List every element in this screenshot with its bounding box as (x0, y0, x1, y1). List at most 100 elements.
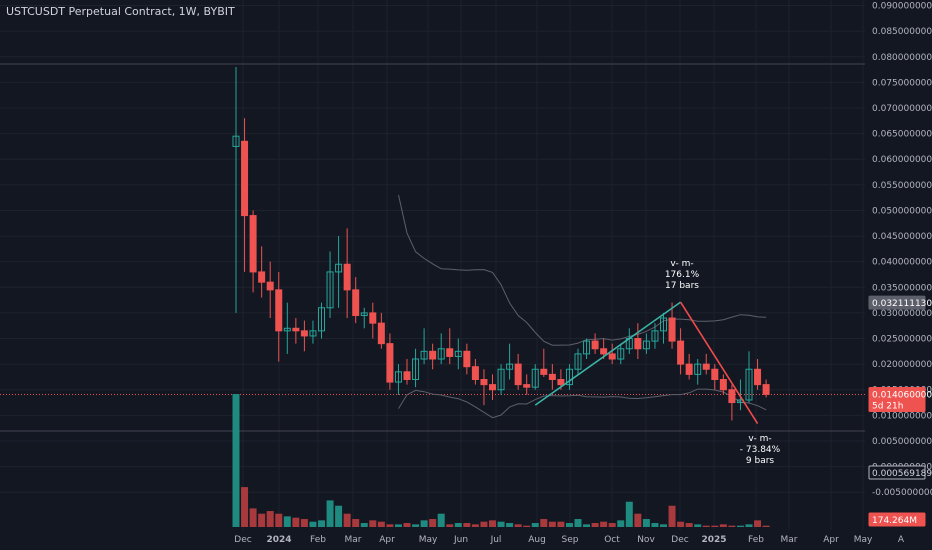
candle-body (745, 368, 753, 401)
x-tick-label: May (854, 535, 873, 545)
volume-bar (249, 508, 257, 527)
volume-indicator-tag-box (868, 465, 926, 480)
candle-body (266, 281, 274, 291)
bollinger-bands (398, 194, 767, 419)
volume-bar (685, 523, 693, 527)
volume-bar (454, 523, 462, 527)
candle-body (583, 340, 591, 355)
volume-bar (548, 521, 556, 527)
x-tick-label: Oct (604, 535, 620, 545)
annotation-line: 176.1% (665, 270, 700, 280)
volume-bar (745, 524, 753, 527)
candle-body (300, 330, 308, 337)
candle-body (480, 379, 488, 386)
volume-bar (625, 501, 633, 527)
candle-body (754, 368, 762, 386)
x-tick-label: Apr (379, 535, 395, 545)
volume-bar (377, 521, 385, 527)
x-tick-label: Nov (637, 535, 655, 545)
volume-bar (668, 505, 676, 527)
candle-body (335, 263, 343, 273)
y-tick-label: 0.0850000000 (872, 27, 932, 37)
volume-bar (574, 519, 582, 527)
last-price-tag-box (868, 387, 926, 413)
x-tick-label: May (419, 535, 438, 545)
volume-bar (412, 524, 420, 527)
x-tick-label: Dec (671, 535, 688, 545)
volume-bar (660, 524, 667, 527)
last-price-tag-text: 5d 21h (872, 402, 903, 412)
volume-bar (489, 520, 496, 527)
y-tick-label: 0.0500000000 (872, 206, 932, 216)
volume-bar (446, 524, 454, 527)
time-axis[interactable]: Dec 2024 Feb Mar Apr May Jun Jul Aug Sep Oct Nov Dec… (234, 535, 905, 545)
y-tick-label: 0.0750000000 (872, 78, 932, 88)
x-tick-label: Jun (453, 535, 468, 545)
y-tick-label: 0.0200000000 (872, 360, 932, 370)
volume-bar (651, 523, 659, 527)
candle-body (446, 348, 454, 357)
volume-bar (600, 521, 608, 527)
volume-bar (300, 519, 308, 527)
y-tick-label: 0.0700000000 (872, 104, 932, 114)
price-axis[interactable]: 0.0900000000 0.0850000000 0.0800000000 0.07… (872, 2, 932, 499)
volume-bar (540, 519, 548, 527)
annotation-line: 9 bars (746, 456, 775, 466)
lower-band (398, 388, 767, 419)
y-tick-label: 0.0600000000 (872, 155, 932, 165)
candle-body (651, 330, 659, 342)
candle-body (531, 368, 539, 388)
candlesticks[interactable] (232, 67, 770, 421)
candle-body (634, 338, 642, 350)
auto-scale-button: A (898, 535, 905, 545)
volume-bar (557, 521, 565, 527)
y-tick-label: -0.0050000000 (872, 488, 932, 498)
candle-body (283, 327, 291, 332)
candle-body (412, 358, 420, 380)
volume-bar (531, 523, 539, 527)
candle-body (719, 379, 727, 391)
volume-bar (617, 520, 625, 527)
candle-body (548, 373, 556, 381)
uptrend-line (534, 301, 682, 406)
volume-bar (386, 524, 394, 527)
y-tick-label: 0.0350000000 (872, 283, 932, 293)
candle-body (454, 350, 462, 357)
candle-body (574, 353, 582, 370)
candle-body (403, 371, 411, 380)
upper-band (398, 194, 767, 346)
y-tick-label: 0.0250000000 (872, 335, 932, 345)
volume-bar (694, 524, 702, 527)
candle-body (292, 327, 300, 332)
y-tick-label: 0.0650000000 (872, 130, 932, 140)
volume-bar (762, 525, 770, 527)
x-tick-label: 2024 (266, 535, 291, 545)
candle-body (523, 384, 531, 388)
volume-bar (583, 524, 591, 527)
y-tick-label: 0.0400000000 (872, 258, 932, 268)
volume-bar (711, 525, 719, 527)
candle-body (497, 368, 505, 391)
y-tick-label: 0.0550000000 (872, 181, 932, 191)
chart-title: USTCUSDT Perpetual Contract, 1W, BYBIT (6, 5, 235, 18)
volume-bar (275, 513, 283, 527)
volume-bar (506, 523, 514, 527)
candle-body (352, 289, 360, 316)
volume-bar (309, 521, 317, 527)
candle-body (540, 368, 548, 375)
annotation-line: - 73.84% (740, 445, 781, 455)
candle-body (326, 271, 334, 309)
candle-body (702, 363, 710, 370)
candle-body (232, 135, 240, 147)
candle-body (394, 371, 402, 383)
volume-bar (677, 521, 685, 527)
volume-last-tag-text: 174.264M (872, 516, 917, 526)
volume-bar (326, 500, 334, 527)
candle-body (360, 312, 368, 316)
candle-body (677, 340, 685, 365)
trend-lines[interactable] (534, 301, 759, 424)
candle-body (343, 263, 351, 291)
candle-body (557, 379, 565, 386)
